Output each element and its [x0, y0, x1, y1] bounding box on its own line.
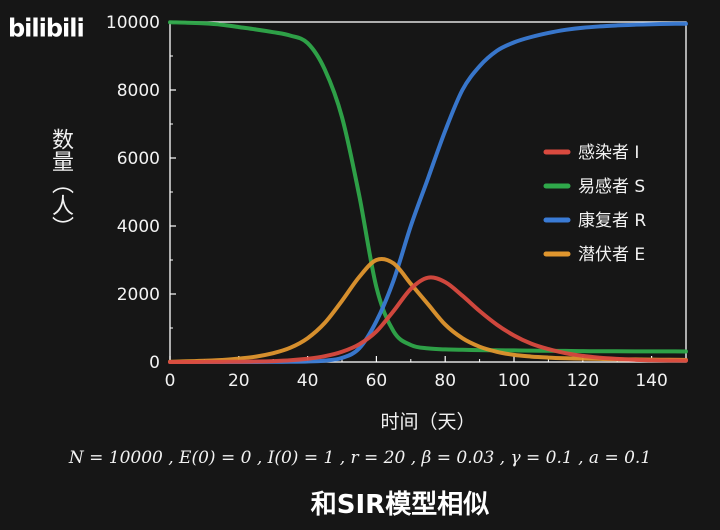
- chart-legend: 感染者 I 易感者 S 康复者 R 潜伏者 E: [543, 143, 646, 265]
- y-tick-label: 0: [149, 353, 160, 373]
- y-tick-label: 10000: [106, 13, 160, 33]
- y-tick-label: 6000: [117, 149, 160, 169]
- x-tick-label: 20: [228, 371, 250, 391]
- y-tick-label: 8000: [117, 81, 160, 101]
- legend-label: 潜伏者 E: [578, 245, 645, 265]
- series-line-exposed: [168, 256, 688, 364]
- x-tick-label: 140: [635, 371, 667, 391]
- seir-chart: 0 20 40 60 80 100 120 140 0 2000 4000 6000 8000 10000…: [106, 13, 688, 433]
- y-axis-label: 数量（人）: [48, 128, 73, 238]
- x-tick-label: 100: [498, 371, 530, 391]
- series-layer: [168, 20, 688, 364]
- y-tick-label: 2000: [117, 285, 160, 305]
- legend-label: 易感者 S: [578, 177, 645, 197]
- subtitle-caption: 和SIR模型相似: [310, 490, 490, 520]
- x-tick-label: 80: [434, 371, 456, 391]
- y-tick-label: 4000: [117, 217, 160, 237]
- chart-axes: 0 20 40 60 80 100 120 140 0 2000 4000 6000 8000 10000: [106, 13, 687, 391]
- model-parameters: N = 10000 , E(0) = 0 , I(0) = 1 , r = 20…: [68, 448, 652, 468]
- bilibili-logo: bilibili: [8, 13, 85, 43]
- legend-label: 感染者 I: [578, 143, 639, 163]
- x-axis-label: 时间（天）: [380, 411, 475, 433]
- x-tick-label: 40: [297, 371, 319, 391]
- series-line-susceptible: [168, 20, 688, 354]
- x-tick-label: 60: [366, 371, 388, 391]
- legend-label: 康复者 R: [578, 211, 646, 231]
- series-line-infected: [168, 275, 688, 364]
- x-tick-label: 0: [165, 371, 176, 391]
- x-tick-label: 120: [567, 371, 599, 391]
